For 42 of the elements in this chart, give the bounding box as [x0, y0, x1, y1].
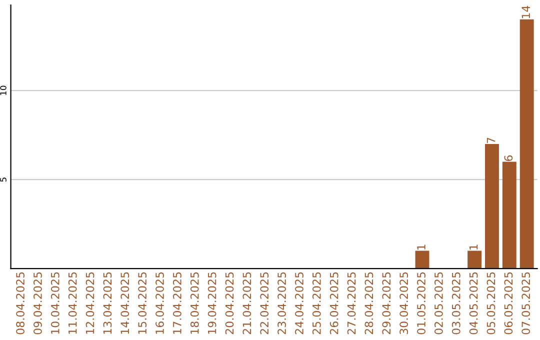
x-tick-label: 16.04.2025 [156, 272, 164, 334]
x-tick-label: 25.04.2025 [312, 272, 321, 334]
x-tick-label: 14.04.2025 [120, 272, 130, 334]
x-tick-label: 29.04.2025 [382, 272, 391, 334]
x-tick-label: 28.04.2025 [364, 272, 374, 334]
data-label: 7 [486, 138, 496, 144]
y-tick-label: 5 [0, 178, 6, 182]
x-tick-label: 05.05.2025 [486, 272, 496, 334]
x-tick-label: 07.05.2025 [522, 272, 530, 334]
x-tick-label: 15.04.2025 [138, 272, 147, 334]
x-tick-label: 19.04.2025 [208, 272, 216, 334]
bar [485, 144, 499, 269]
bar [520, 19, 534, 269]
data-label: 1 [417, 244, 426, 250]
x-tick-label: 26.04.2025 [330, 272, 338, 334]
bar [502, 162, 516, 269]
x-tick-label: 18.04.2025 [190, 272, 199, 334]
x-tick-label: 10.04.2025 [50, 272, 60, 334]
x-tick-label: 02.05.2025 [434, 272, 443, 334]
x-tick-label: 17.04.2025 [172, 272, 182, 334]
x-tick-label: 03.05.2025 [452, 272, 460, 334]
x-tick-label: 22.04.2025 [260, 272, 269, 334]
x-tick-label: 13.04.2025 [103, 272, 112, 334]
bar [468, 250, 482, 269]
y-tick-label: 10 [0, 86, 6, 95]
x-tick-label: 06.05.2025 [504, 272, 513, 334]
x-tick-label: 08.04.2025 [16, 272, 24, 334]
bar [415, 250, 430, 269]
x-tick-label: 20.04.2025 [225, 272, 234, 334]
x-tick-label: 11.04.2025 [68, 272, 77, 334]
x-tick-label: 09.04.2025 [34, 272, 42, 334]
x-tick-label: 01.05.2025 [417, 272, 426, 334]
x-tick-label: 24.04.2025 [295, 272, 304, 334]
x-tick-label: 04.05.2025 [469, 272, 478, 334]
data-label: 1 [470, 244, 478, 250]
x-tick-label: 21.04.2025 [242, 272, 252, 334]
x-tick-label: 23.04.2025 [278, 272, 286, 334]
x-tick-label: 27.04.2025 [347, 272, 356, 334]
x-tick-label: 12.04.2025 [86, 272, 94, 334]
x-tick-label: 30.04.2025 [400, 272, 408, 334]
data-label: 14 [522, 6, 530, 18]
data-label: 6 [504, 155, 513, 161]
